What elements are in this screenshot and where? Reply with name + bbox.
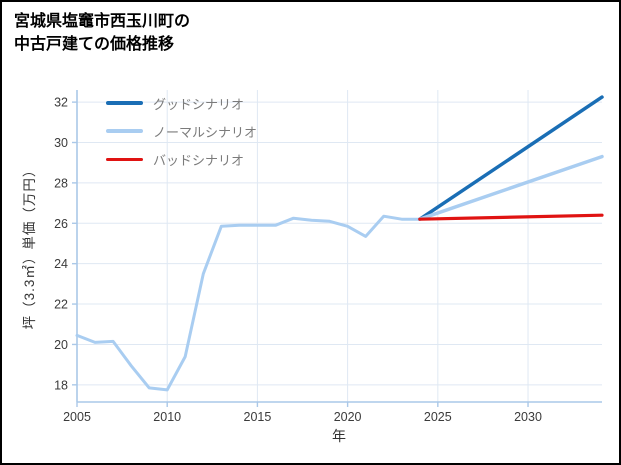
svg-text:28: 28 — [54, 176, 68, 190]
legend-label-bad: バッドシナリオ — [153, 152, 245, 168]
svg-text:2005: 2005 — [63, 410, 91, 424]
svg-text:30: 30 — [54, 136, 68, 150]
svg-text:2010: 2010 — [153, 410, 181, 424]
svg-text:2020: 2020 — [334, 410, 362, 424]
svg-text:26: 26 — [54, 217, 68, 231]
svg-text:18: 18 — [54, 378, 68, 392]
svg-text:32: 32 — [54, 96, 68, 110]
page-title: 宮城県塩竈市西玉川町の 中古戸建ての価格推移 — [14, 10, 190, 56]
legend-item-normal-scenario: ノーマルシナリオ — [106, 122, 257, 140]
normal-scenario-line-swatch-icon — [106, 129, 143, 133]
svg-text:22: 22 — [54, 298, 68, 312]
legend-item-good-scenario: グッドシナリオ — [106, 94, 257, 112]
page-title-line2: 中古戸建ての価格推移 — [14, 36, 175, 54]
x-axis-label: 年 — [332, 428, 346, 444]
page-title-line1: 宮城県塩竈市西玉川町の — [14, 13, 191, 30]
good-scenario-line-swatch-icon — [106, 101, 143, 105]
bad-scenario-line-swatch-icon — [106, 157, 143, 161]
svg-text:20: 20 — [54, 338, 68, 352]
legend-item-bad-scenario: バッドシナリオ — [106, 150, 257, 168]
svg-text:2015: 2015 — [244, 410, 272, 424]
y-axis-label: 坪（3.3㎡）単価（万円） — [22, 162, 37, 330]
svg-text:2025: 2025 — [424, 410, 452, 424]
legend-label-normal: ノーマルシナリオ — [153, 124, 258, 140]
legend-label-good: グッドシナリオ — [153, 96, 245, 112]
svg-text:2030: 2030 — [514, 410, 542, 424]
legend: グッドシナリオ ノーマルシナリオ バッドシナリオ — [106, 94, 257, 178]
svg-text:24: 24 — [54, 257, 68, 271]
